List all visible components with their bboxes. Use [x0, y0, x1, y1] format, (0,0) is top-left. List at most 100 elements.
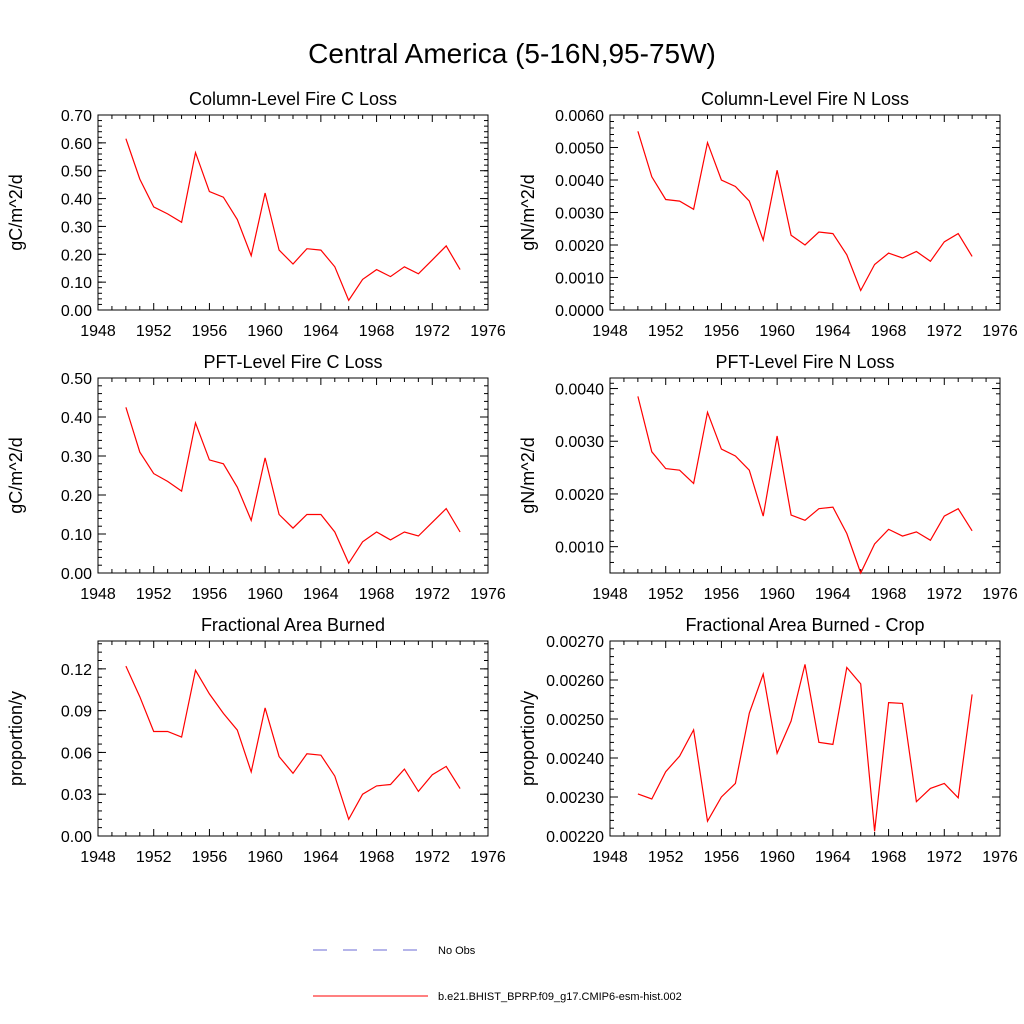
legend-label-model: b.e21.BHIST_BPRP.f09_g17.CMIP6-esm-hist.… — [438, 991, 682, 1003]
y-tick-label: 0.00260 — [546, 673, 604, 690]
y-tick-label: 0.00240 — [546, 751, 604, 768]
chart-title: Column-Level Fire N Loss — [701, 89, 909, 109]
y-tick-label: 0.0030 — [555, 434, 604, 451]
y-tick-label: 0.00 — [61, 829, 92, 846]
x-tick-label: 1952 — [136, 849, 172, 866]
x-tick-label: 1968 — [871, 586, 907, 603]
series-line — [637, 396, 973, 575]
series-line — [125, 138, 461, 302]
x-tick-label: 1968 — [359, 586, 395, 603]
chart-title: Fractional Area Burned — [201, 615, 385, 635]
x-tick-label: 1972 — [414, 849, 450, 866]
x-tick-label: 1948 — [592, 323, 628, 340]
y-tick-label: 0.50 — [61, 164, 92, 181]
y-tick-label: 0.12 — [61, 662, 92, 679]
y-tick-label: 0.09 — [61, 704, 92, 721]
x-tick-label: 1956 — [704, 586, 740, 603]
x-tick-label: 1968 — [359, 849, 395, 866]
x-tick-label: 1976 — [470, 323, 506, 340]
x-tick-label: 1976 — [982, 323, 1018, 340]
x-tick-label: 1972 — [926, 849, 962, 866]
x-tick-label: 1952 — [648, 849, 684, 866]
x-tick-label: 1960 — [759, 586, 795, 603]
y-tick-label: 0.20 — [61, 247, 92, 264]
y-tick-label: 0.03 — [61, 787, 92, 804]
y-tick-label: 0.00220 — [546, 829, 604, 846]
y-tick-label: 0.40 — [61, 410, 92, 427]
plot-frame — [97, 640, 489, 837]
x-tick-label: 1976 — [982, 586, 1018, 603]
x-tick-label: 1976 — [470, 586, 506, 603]
y-axis-label: proportion/y — [518, 691, 538, 786]
y-tick-label: 0.00250 — [546, 712, 604, 729]
x-tick-label: 1952 — [648, 323, 684, 340]
chart-title: PFT-Level Fire C Loss — [203, 352, 382, 372]
x-tick-label: 1964 — [815, 323, 851, 340]
plot-frame — [609, 377, 1001, 574]
y-tick-label: 0.0020 — [555, 238, 604, 255]
x-tick-label: 1956 — [192, 849, 228, 866]
x-tick-label: 1964 — [303, 323, 339, 340]
x-tick-label: 1956 — [192, 323, 228, 340]
series-line — [637, 664, 973, 832]
series-line — [125, 407, 461, 565]
y-tick-label: 0.0020 — [555, 487, 604, 504]
chart-title: Column-Level Fire C Loss — [189, 89, 397, 109]
chart-title: Fractional Area Burned - Crop — [685, 615, 924, 635]
x-tick-label: 1948 — [592, 849, 628, 866]
y-tick-label: 0.00 — [61, 566, 92, 583]
x-tick-label: 1960 — [247, 586, 283, 603]
x-tick-label: 1964 — [815, 849, 851, 866]
series-line — [637, 131, 973, 292]
x-tick-label: 1948 — [592, 586, 628, 603]
x-tick-label: 1972 — [414, 586, 450, 603]
y-tick-label: 0.30 — [61, 219, 92, 236]
y-tick-label: 0.0030 — [555, 206, 604, 223]
y-tick-label: 0.70 — [61, 108, 92, 125]
plot-frame — [97, 114, 489, 311]
x-tick-label: 1960 — [759, 849, 795, 866]
x-tick-label: 1952 — [136, 586, 172, 603]
plot-frame — [609, 640, 1001, 837]
y-axis-label: gN/m^2/d — [518, 437, 538, 513]
y-tick-label: 0.06 — [61, 745, 92, 762]
y-tick-label: 0.20 — [61, 488, 92, 505]
x-tick-label: 1968 — [359, 323, 395, 340]
x-tick-label: 1960 — [247, 323, 283, 340]
y-tick-label: 0.10 — [61, 275, 92, 292]
chart-panel-2: Column-Level Fire N Loss gN/m^2/d 1948 1952… — [518, 89, 1018, 340]
x-tick-label: 1964 — [303, 849, 339, 866]
y-tick-label: 0.0010 — [555, 540, 604, 557]
x-tick-label: 1964 — [303, 586, 339, 603]
x-tick-label: 1952 — [136, 323, 172, 340]
x-tick-label: 1968 — [871, 323, 907, 340]
y-axis-label: proportion/y — [6, 691, 26, 786]
y-tick-label: 0.00 — [61, 303, 92, 320]
chart-panel-6: Fractional Area Burned - Crop proportion/… — [518, 615, 1018, 866]
x-tick-label: 1948 — [80, 849, 116, 866]
y-axis-label: gC/m^2/d — [6, 174, 26, 250]
x-tick-label: 1964 — [815, 586, 851, 603]
x-tick-label: 1976 — [470, 849, 506, 866]
x-tick-label: 1972 — [926, 323, 962, 340]
y-tick-label: 0.10 — [61, 527, 92, 544]
x-tick-label: 1948 — [80, 323, 116, 340]
y-tick-label: 0.00230 — [546, 790, 604, 807]
x-tick-label: 1960 — [247, 849, 283, 866]
legend-label-no-obs: No Obs — [438, 945, 476, 957]
y-tick-label: 0.00270 — [546, 634, 604, 651]
y-tick-label: 0.50 — [61, 371, 92, 388]
x-tick-label: 1976 — [982, 849, 1018, 866]
legend: No Obs b.e21.BHIST_BPRP.f09_g17.CMIP6-esm… — [313, 945, 682, 1003]
y-tick-label: 0.0040 — [555, 382, 604, 399]
x-tick-label: 1948 — [80, 586, 116, 603]
y-tick-label: 0.0040 — [555, 173, 604, 190]
y-tick-label: 0.60 — [61, 136, 92, 153]
chart-panel-3: PFT-Level Fire C Loss gC/m^2/d 1948 1952 195… — [6, 352, 506, 603]
x-tick-label: 1968 — [871, 849, 907, 866]
y-tick-label: 0.0050 — [555, 141, 604, 158]
y-axis-label: gN/m^2/d — [518, 174, 538, 250]
chart-panel-1: Column-Level Fire C Loss gC/m^2/d 1948 1952… — [6, 89, 506, 340]
